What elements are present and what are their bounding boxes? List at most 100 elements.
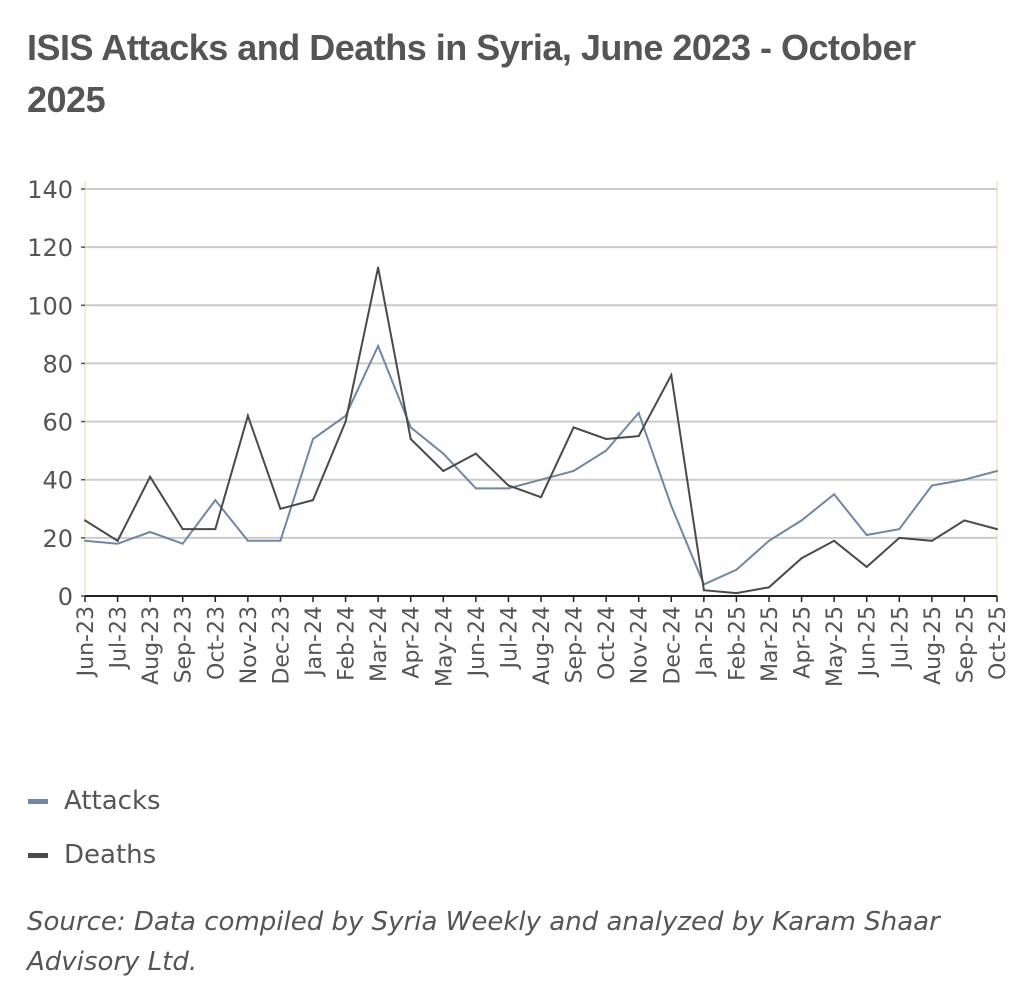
y-tick-label: 120 xyxy=(27,234,73,262)
x-tick-label: Aug-24 xyxy=(530,606,555,685)
data-point-deaths xyxy=(409,438,412,441)
y-tick-label: 40 xyxy=(42,467,73,495)
data-point-deaths xyxy=(116,539,119,542)
x-tick-label: Nov-23 xyxy=(237,606,262,684)
x-tick-label: Oct-24 xyxy=(595,606,620,680)
series-line-attacks xyxy=(84,343,998,586)
x-tick-label: Feb-25 xyxy=(725,606,750,681)
data-point-attacks xyxy=(507,487,510,490)
data-point-deaths xyxy=(735,592,738,595)
x-tick-label: Jul-25 xyxy=(888,606,913,670)
data-point-attacks xyxy=(409,426,412,429)
legend-label-attacks: Attacks xyxy=(64,786,161,816)
data-point-deaths xyxy=(930,539,933,542)
data-point-deaths xyxy=(442,469,445,472)
x-tick-label: May-25 xyxy=(823,606,848,687)
data-point-deaths xyxy=(605,438,608,441)
x-tick-label: Mar-25 xyxy=(758,606,783,682)
y-tick-label: 80 xyxy=(42,350,73,378)
x-tick-label: Oct-23 xyxy=(204,606,229,680)
series-line-deaths xyxy=(84,267,998,595)
data-point-attacks xyxy=(637,411,640,414)
y-tick-label: 60 xyxy=(42,409,73,437)
data-point-attacks xyxy=(442,452,445,455)
data-point-attacks xyxy=(605,449,608,452)
data-point-attacks xyxy=(996,469,998,472)
data-point-attacks xyxy=(572,469,575,472)
legend-item-attacks[interactable]: Attacks xyxy=(28,786,161,816)
data-point-attacks xyxy=(898,528,901,531)
source-note: Source: Data compiled by Syria Weekly an… xyxy=(27,907,940,977)
x-tick-label: Dec-23 xyxy=(269,606,294,685)
data-point-deaths xyxy=(214,528,217,531)
data-point-attacks xyxy=(963,478,966,481)
x-tick-label: Dec-24 xyxy=(660,606,685,685)
data-point-deaths xyxy=(833,539,836,542)
x-tick-label: Aug-25 xyxy=(921,606,946,685)
legend-swatch-deaths xyxy=(28,852,48,858)
x-tick-label: Jun-24 xyxy=(465,606,490,678)
data-point-deaths xyxy=(181,528,184,531)
x-tick-label: Apr-25 xyxy=(791,606,816,679)
data-point-deaths xyxy=(963,519,966,522)
data-point-deaths xyxy=(637,435,640,438)
x-tick-label: Jun-25 xyxy=(856,606,881,678)
y-tick-label: 20 xyxy=(42,525,73,553)
data-point-deaths xyxy=(572,426,575,429)
x-tick-label: Sep-23 xyxy=(172,606,197,683)
legend-swatch-attacks xyxy=(28,798,48,804)
y-tick-label: 140 xyxy=(27,176,73,204)
data-point-deaths xyxy=(279,507,282,510)
data-point-attacks xyxy=(800,519,803,522)
data-point-attacks xyxy=(768,539,770,542)
data-point-attacks xyxy=(149,531,152,534)
data-point-deaths xyxy=(800,557,803,560)
x-tick-label: Mar-24 xyxy=(367,606,392,682)
data-point-deaths xyxy=(670,374,673,377)
x-tick-label: Oct-25 xyxy=(986,606,1011,680)
y-tick-label: 0 xyxy=(58,583,73,611)
data-point-deaths xyxy=(865,565,868,568)
x-tick-label: Apr-24 xyxy=(400,606,425,679)
data-point-attacks xyxy=(116,542,119,545)
data-point-deaths xyxy=(768,586,770,589)
data-point-attacks xyxy=(670,504,673,507)
y-tick-label: 100 xyxy=(27,292,73,320)
x-tick-label: Nov-24 xyxy=(628,606,653,684)
data-point-attacks xyxy=(930,484,933,487)
x-tick-label: Jul-23 xyxy=(107,606,132,670)
legend-item-deaths[interactable]: Deaths xyxy=(28,840,156,870)
data-point-deaths xyxy=(149,475,152,478)
data-point-attacks xyxy=(312,438,314,441)
data-point-deaths xyxy=(996,528,998,531)
x-tick-label: Jul-24 xyxy=(497,606,522,670)
x-tick-label: Sep-24 xyxy=(563,606,588,683)
x-tick-label: Jun-23 xyxy=(74,606,99,678)
data-point-attacks xyxy=(246,539,249,542)
data-point-deaths xyxy=(84,519,86,522)
data-point-deaths xyxy=(540,496,542,499)
data-point-attacks xyxy=(279,539,282,542)
data-point-attacks xyxy=(84,539,86,542)
data-point-deaths xyxy=(474,452,477,455)
data-point-attacks xyxy=(540,478,542,481)
x-tick-label: Sep-25 xyxy=(953,606,978,683)
x-tick-label: May-24 xyxy=(432,606,457,687)
data-point-attacks xyxy=(865,533,868,536)
data-point-attacks xyxy=(214,499,217,502)
data-point-attacks xyxy=(474,487,477,490)
data-point-deaths xyxy=(312,499,314,502)
data-point-attacks xyxy=(377,344,380,347)
data-point-deaths xyxy=(344,420,347,423)
x-tick-label: Aug-23 xyxy=(139,606,164,685)
data-point-deaths xyxy=(898,536,901,539)
legend-label-deaths: Deaths xyxy=(64,840,157,870)
x-tick-label: Jan-24 xyxy=(302,606,327,678)
data-point-deaths xyxy=(507,484,510,487)
x-tick-label: Jan-25 xyxy=(693,606,718,678)
data-point-attacks xyxy=(181,542,184,545)
data-point-deaths xyxy=(702,589,705,592)
chart-title: ISIS Attacks and Deaths in Syria, June 2… xyxy=(27,27,916,120)
data-point-attacks xyxy=(735,568,738,571)
data-point-deaths xyxy=(377,266,380,269)
